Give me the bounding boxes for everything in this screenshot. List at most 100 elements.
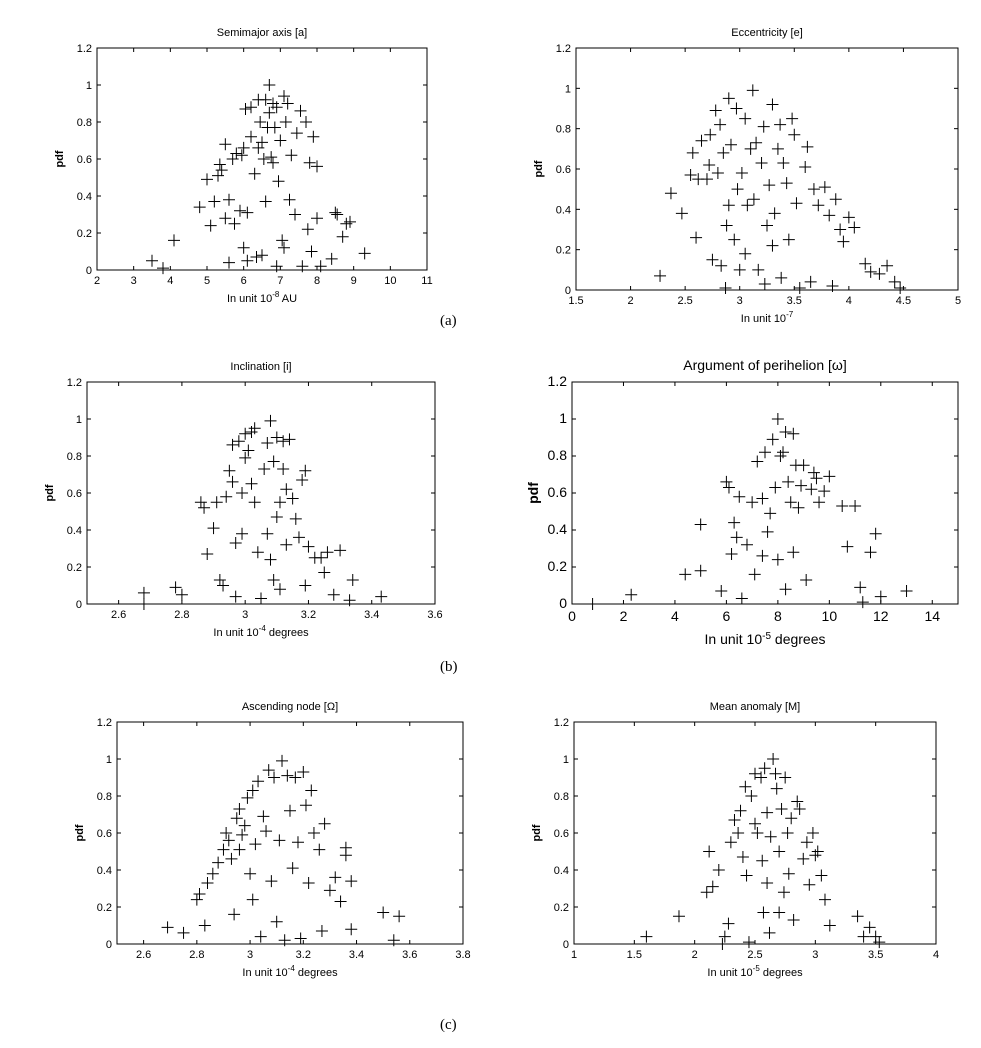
data-point xyxy=(261,527,274,540)
data-point xyxy=(672,910,685,923)
y-tick-label: 0.6 xyxy=(67,488,82,500)
data-point xyxy=(807,183,820,196)
data-point xyxy=(703,845,716,858)
y-tick-label: 1 xyxy=(106,754,112,766)
data-point xyxy=(239,103,252,116)
data-point xyxy=(736,851,749,864)
data-point xyxy=(315,551,328,564)
data-point xyxy=(771,553,784,566)
data-point xyxy=(256,249,268,262)
y-axis-label: pdf xyxy=(74,824,86,841)
data-point xyxy=(773,845,786,858)
data-point xyxy=(782,475,795,488)
data-point xyxy=(273,496,286,509)
data-point xyxy=(751,827,764,839)
data-point xyxy=(297,765,310,778)
data-point xyxy=(800,836,813,849)
data-point xyxy=(193,888,206,901)
chart-svg: Argument of perihelion [ω] 0 2 4 6 8 10 12 14 0 0.… xyxy=(525,357,959,647)
data-point xyxy=(237,241,250,254)
data-point xyxy=(230,812,243,825)
data-point xyxy=(746,496,759,509)
data-point xyxy=(281,97,294,110)
data-point xyxy=(223,256,235,269)
data-point xyxy=(325,252,338,265)
y-axis-label: pdf xyxy=(54,150,66,167)
data-point xyxy=(790,197,803,210)
data-point xyxy=(276,234,289,247)
y-tick-label: 0.2 xyxy=(77,228,92,240)
data-point xyxy=(782,867,795,880)
y-tick-label: 0.8 xyxy=(554,791,569,803)
data-point xyxy=(730,531,743,544)
y-tick-label: 1 xyxy=(76,414,82,426)
x-tick-label: 10 xyxy=(384,275,396,287)
data-point xyxy=(241,206,254,219)
data-point xyxy=(157,262,169,275)
data-point xyxy=(797,852,810,865)
data-point xyxy=(854,581,867,594)
data-point xyxy=(777,156,790,169)
data-point xyxy=(239,451,252,464)
chart-ascending-node: Ascending node [Ω] 2.6 2.8 3 3.2 3.4 3.6 3.8 0 0.… xyxy=(40,688,483,990)
plot-frame xyxy=(86,381,436,605)
y-tick-label: 0.6 xyxy=(548,484,568,500)
data-point xyxy=(234,204,246,217)
data-point xyxy=(735,592,748,605)
data-point xyxy=(339,849,352,862)
data-point xyxy=(715,259,728,272)
data-point xyxy=(722,199,735,212)
data-point xyxy=(248,496,261,509)
data-point xyxy=(273,583,286,596)
y-axis-label: pdf xyxy=(525,482,541,504)
data-point xyxy=(788,128,801,141)
data-point xyxy=(811,845,824,858)
data-point xyxy=(311,212,323,225)
x-tick-label: 6 xyxy=(723,608,731,624)
data-point xyxy=(289,512,302,525)
chart-inclination: Inclination [i] 2.6 2.8 3 3.2 3.4 3.6 0 0.2 0.4 0.… xyxy=(40,348,455,650)
data-point xyxy=(801,140,814,153)
data-point xyxy=(799,160,812,173)
data-point xyxy=(818,181,831,194)
x-tick-label: 3.4 xyxy=(364,609,379,621)
data-point xyxy=(264,553,277,566)
y-tick-label: 0 xyxy=(565,285,571,297)
data-point xyxy=(807,466,820,479)
y-tick-label: 0.4 xyxy=(67,525,82,537)
data-point xyxy=(252,141,265,154)
data-point xyxy=(280,538,293,551)
x-tick-label: 12 xyxy=(873,608,889,624)
data-point xyxy=(750,136,763,149)
data-point xyxy=(259,195,272,208)
data-point xyxy=(245,477,258,490)
data-point xyxy=(291,836,304,849)
x-tick-label: 10 xyxy=(822,608,838,624)
data-point xyxy=(208,195,221,208)
data-point xyxy=(768,207,781,220)
data-point xyxy=(779,425,792,438)
data-point xyxy=(212,856,225,869)
data-point xyxy=(254,116,267,128)
chart-svg: Semimajor axis [a] 2 3 4 5 6 7 8 9 10 11 0 0.2 0.4 0.6… xyxy=(54,27,433,305)
data-point xyxy=(782,233,795,246)
x-tick-label: 3.2 xyxy=(301,609,316,621)
data-point xyxy=(233,843,246,856)
chart-svg: Eccentricity [e] 1.5 2 2.5 3 3.5 4 4.5 5 0 0.2 0.4 0… xyxy=(533,27,961,325)
data-point xyxy=(786,112,799,125)
data-point xyxy=(793,281,806,294)
data-point xyxy=(270,101,283,114)
data-point xyxy=(137,586,150,599)
data-point xyxy=(654,269,667,282)
data-point xyxy=(717,146,730,159)
data-point xyxy=(856,596,869,609)
y-tick-label: 0.8 xyxy=(97,791,112,803)
data-point xyxy=(823,209,836,222)
y-tick-label: 1 xyxy=(86,80,92,92)
y-tick-label: 0.8 xyxy=(556,124,571,136)
data-point xyxy=(826,279,839,292)
data-point xyxy=(756,492,769,505)
data-point xyxy=(393,910,406,923)
data-point xyxy=(302,876,315,889)
data-point xyxy=(756,549,769,562)
